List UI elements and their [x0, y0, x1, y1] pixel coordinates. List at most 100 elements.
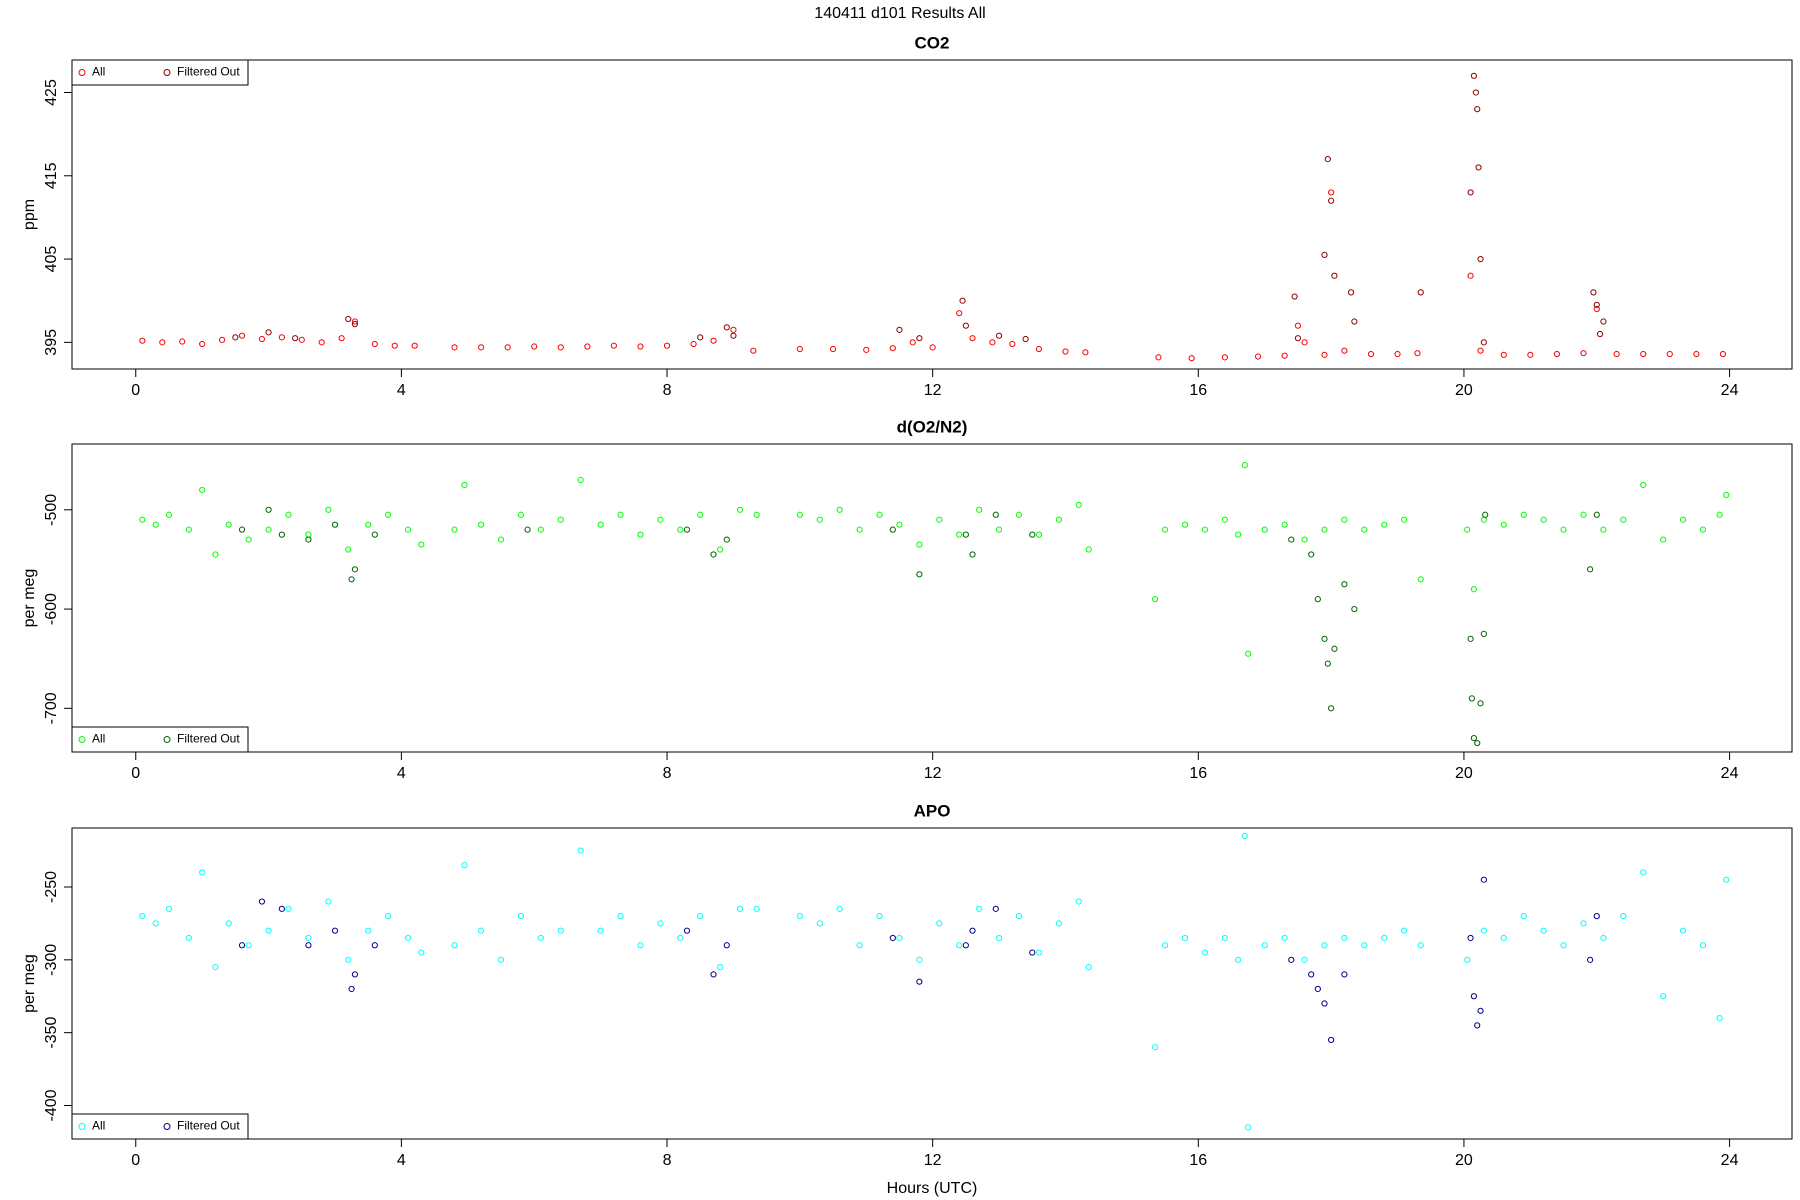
- data-point: [278, 334, 285, 341]
- data-point: [1600, 318, 1607, 325]
- data-point: [348, 985, 355, 993]
- data-point: [896, 326, 903, 333]
- data-point: [1417, 942, 1424, 949]
- data-point: [1417, 289, 1424, 296]
- y-tick-label: 405: [43, 246, 60, 273]
- data-point: [1640, 869, 1647, 876]
- data-point: [278, 531, 285, 538]
- data-point: [1308, 551, 1315, 558]
- data-point: [1331, 645, 1338, 652]
- data-point: [345, 315, 352, 323]
- data-point: [1301, 956, 1308, 963]
- data-point: [796, 345, 803, 353]
- panel-title: APO: [914, 801, 951, 820]
- data-point: [1590, 289, 1597, 296]
- data-point: [1474, 739, 1481, 747]
- data-point: [717, 546, 724, 553]
- data-point: [139, 337, 146, 344]
- data-point: [1666, 350, 1673, 358]
- data-point: [331, 521, 339, 528]
- data-point: [348, 576, 355, 583]
- data-point: [1221, 934, 1228, 942]
- data-point: [610, 342, 617, 349]
- data-point: [477, 927, 485, 934]
- data-point: [1593, 913, 1600, 920]
- data-point: [1474, 1022, 1481, 1029]
- data-point: [1464, 956, 1471, 963]
- plot-frame: [71, 59, 1793, 370]
- data-point: [962, 531, 969, 538]
- y-axis-label: per meg: [21, 954, 38, 1013]
- data-point: [504, 344, 511, 351]
- panel: d(O2/N2) per meg 0 4 8 12 16 20 24 -500 -600 -700 Al…: [21, 417, 1793, 782]
- data-point: [617, 913, 624, 920]
- legend: All Filtered Out: [71, 1113, 249, 1140]
- data-point: [1520, 913, 1527, 920]
- data-point: [697, 913, 704, 920]
- data-point: [418, 949, 425, 956]
- data-point: [1341, 934, 1348, 942]
- x-tick-label: 16: [1189, 382, 1207, 399]
- data-point: [285, 905, 292, 912]
- data-point: [1328, 705, 1335, 712]
- data-point: [391, 342, 398, 349]
- legend-label: Filtered Out: [177, 65, 240, 79]
- data-point: [889, 934, 896, 942]
- data-point: [371, 942, 378, 949]
- data-point: [238, 942, 246, 949]
- data-point: [345, 546, 352, 553]
- data-point: [969, 927, 976, 934]
- data-point: [1467, 934, 1474, 942]
- x-tick-label: 12: [924, 765, 942, 782]
- data-point: [1022, 335, 1029, 343]
- data-point: [1351, 318, 1358, 325]
- data-point: [1075, 501, 1082, 508]
- data-point: [1288, 956, 1295, 963]
- data-point: [1723, 876, 1730, 883]
- data-point: [1301, 536, 1308, 543]
- data-point: [404, 526, 412, 533]
- data-point: [736, 905, 744, 912]
- data-point: [1341, 516, 1348, 523]
- x-tick-label: 4: [397, 765, 406, 782]
- data-point: [1679, 927, 1687, 934]
- data-point: [1500, 351, 1507, 358]
- y-tick-label: -700: [43, 692, 60, 724]
- data-point: [1235, 956, 1242, 963]
- data-point: [796, 511, 803, 518]
- data-point: [245, 942, 252, 949]
- data-point: [962, 942, 969, 949]
- data-point: [1029, 949, 1036, 956]
- data-point: [185, 934, 192, 942]
- y-tick-label: -500: [43, 494, 60, 526]
- data-point: [1475, 164, 1482, 171]
- data-point: [992, 905, 999, 912]
- data-point: [976, 905, 983, 912]
- data-point: [896, 934, 903, 942]
- data-point: [199, 486, 206, 494]
- data-point: [338, 335, 345, 342]
- data-point: [557, 344, 564, 351]
- data-point: [451, 942, 458, 949]
- data-point: [411, 342, 418, 349]
- data-point: [1301, 339, 1308, 346]
- data-point: [325, 506, 332, 513]
- data-point: [1480, 876, 1487, 883]
- data-point: [1009, 340, 1016, 348]
- data-point: [1467, 272, 1474, 279]
- data-point: [298, 336, 305, 343]
- data-point: [1477, 255, 1484, 263]
- data-point: [1328, 189, 1335, 196]
- data-point: [1540, 516, 1547, 523]
- x-tick-label: 20: [1455, 382, 1473, 399]
- legend-label: All: [92, 1119, 105, 1133]
- data-point: [451, 526, 458, 533]
- data-point: [351, 318, 359, 325]
- data-point: [1593, 511, 1600, 518]
- data-point: [856, 942, 863, 949]
- data-point: [265, 927, 272, 934]
- data-point: [305, 531, 312, 538]
- data-point: [1587, 956, 1594, 963]
- data-point: [225, 521, 232, 528]
